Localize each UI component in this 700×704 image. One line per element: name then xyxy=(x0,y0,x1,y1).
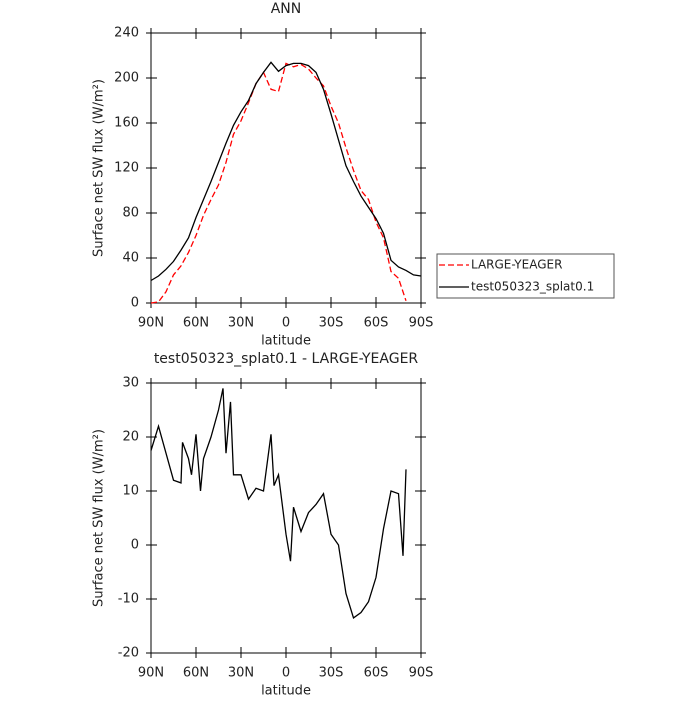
y-tick-label: 160 xyxy=(114,116,139,131)
x-tick-label: 60N xyxy=(183,316,209,331)
y-axis-label: Surface net SW flux (W/m²) xyxy=(92,79,107,257)
legend-box xyxy=(436,253,615,299)
y-tick-label: 200 xyxy=(114,71,139,86)
plot-frame xyxy=(150,382,422,654)
y-tick-label: 120 xyxy=(114,161,139,176)
legend-label: LARGE-YEAGER xyxy=(471,258,562,272)
x-tick-label: 90N xyxy=(138,316,164,331)
x-tick-label: 30S xyxy=(319,316,344,331)
data-line xyxy=(150,62,407,304)
chart-title: test050323_splat0.1 - LARGE-YEAGER xyxy=(154,351,419,367)
y-tick-label: 30 xyxy=(122,376,139,391)
chart-title: ANN xyxy=(271,1,302,17)
y-tick-label: 80 xyxy=(122,206,139,221)
x-tick-label: 60S xyxy=(364,666,389,681)
x-axis-label: latitude xyxy=(261,684,311,699)
y-tick-label: 240 xyxy=(114,26,139,41)
x-tick-label: 60N xyxy=(183,666,209,681)
y-tick-label: 10 xyxy=(122,484,139,499)
data-line xyxy=(150,388,407,619)
y-tick-label: 20 xyxy=(122,430,139,445)
x-tick-label: 30S xyxy=(319,666,344,681)
x-tick-label: 90N xyxy=(138,666,164,681)
x-tick-label: 30N xyxy=(228,316,254,331)
plot-frame xyxy=(150,32,422,304)
x-tick-label: 0 xyxy=(282,316,290,331)
x-tick-label: 90S xyxy=(409,316,434,331)
x-tick-label: 90S xyxy=(409,666,434,681)
x-tick-label: 30N xyxy=(228,666,254,681)
y-axis-label: Surface net SW flux (W/m²) xyxy=(92,429,107,607)
y-tick-label: -20 xyxy=(118,646,139,661)
y-tick-label: 40 xyxy=(122,251,139,266)
x-axis-label: latitude xyxy=(261,334,311,349)
y-tick-label: 0 xyxy=(131,296,139,311)
x-tick-label: 60S xyxy=(364,316,389,331)
data-line xyxy=(150,61,422,282)
y-tick-label: 0 xyxy=(131,538,139,553)
x-tick-label: 0 xyxy=(282,666,290,681)
y-tick-label: -10 xyxy=(118,592,139,607)
legend-label: test050323_splat0.1 xyxy=(471,280,594,294)
